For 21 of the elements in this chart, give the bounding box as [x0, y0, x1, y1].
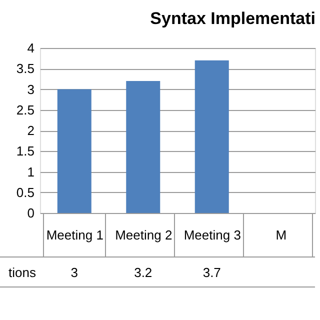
y-tick-label: 1.5 — [16, 144, 34, 159]
y-tick-label: 1 — [27, 164, 34, 180]
x-tick-label: Meeting 2 — [115, 228, 172, 242]
data-label: 3 — [70, 265, 78, 280]
y-tick-label: 3 — [27, 82, 34, 97]
text: tions — [8, 265, 36, 280]
x-tick-label: Meeting 3 — [184, 228, 241, 242]
y-tick-label: 3.5 — [16, 61, 34, 76]
data-label: 3.2 — [134, 265, 152, 280]
bar — [126, 81, 160, 213]
y-tick-label: 2 — [27, 123, 34, 138]
y-tick-label: 0 — [27, 206, 34, 220]
bar — [194, 60, 229, 213]
y-tick-label: 0.5 — [16, 184, 34, 200]
x-tick-label: Meeting 1 — [46, 228, 104, 242]
bar — [57, 89, 92, 213]
chart-title: Syntax Implementati — [150, 9, 316, 28]
y-tick-label: 4 — [27, 40, 34, 56]
data-label: 3.7 — [202, 265, 221, 280]
x-tick-label: M — [276, 228, 287, 242]
y-tick-label: 2.5 — [16, 102, 34, 118]
